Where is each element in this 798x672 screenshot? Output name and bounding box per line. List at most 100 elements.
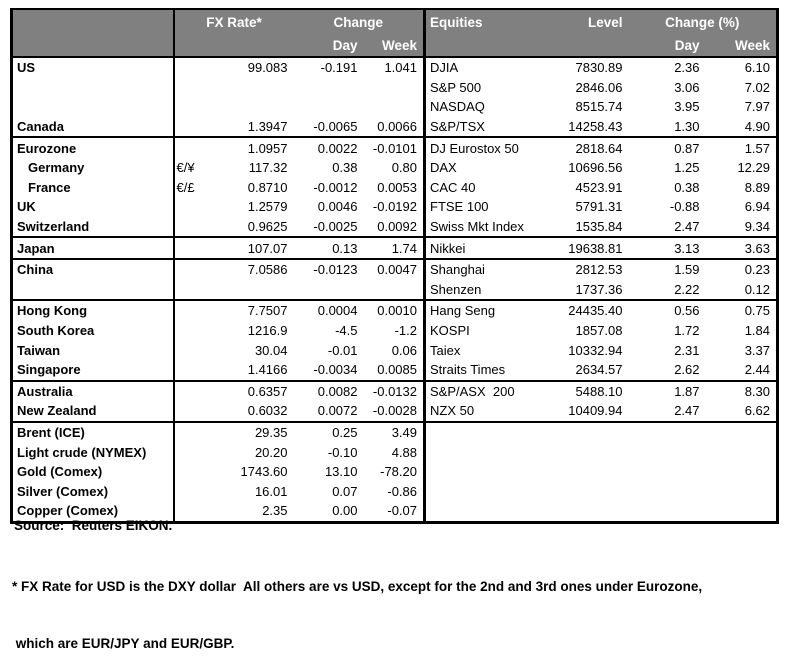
eq-day-header: Day [628, 34, 706, 58]
currency-pair-cell [174, 360, 210, 381]
fx-day-change-cell: 0.13 [293, 236, 364, 259]
fx-week-change-cell: -0.86 [387, 483, 417, 499]
fx-change-header: Change [293, 9, 425, 34]
country-name-cell: UK [11, 197, 175, 217]
equity-day-change-cell [628, 420, 706, 443]
fx-day-change-cell: -0.10 [327, 444, 358, 460]
report-page: { "colors": { "header_bg": "#808080", "h… [10, 8, 779, 651]
equity-level-cell: 19638.81 [558, 236, 629, 259]
fx-week-change-cell: 0.80 [391, 160, 417, 176]
country-name-cell: Gold (Comex) [11, 461, 175, 482]
fx-week-change-cell: -0.0132 [363, 379, 425, 402]
equity-week-change-cell [706, 481, 778, 501]
country-name-cell: Japan [11, 236, 175, 259]
fx-day-change-cell: 0.07 [332, 483, 358, 499]
fx-rate-cell: 30.04 [254, 342, 288, 358]
table-row: South Korea 1216.9 -4.5 -1.2 KOSPI 1857.08 1.7… [11, 320, 778, 341]
currency-pair-cell [173, 257, 210, 280]
equity-name-cell: S&P 500 [423, 77, 559, 98]
equity-day-change-cell: 3.95 [674, 99, 700, 115]
equity-day-change-cell: 1.25 [674, 160, 700, 176]
equity-week-change-cell: 2.44 [744, 362, 770, 378]
equity-level-cell: 1857.08 [575, 323, 623, 339]
equity-week-change-cell [705, 420, 778, 443]
fx-rate-cell: 2.35 [262, 503, 288, 519]
currency-pair-cell [174, 217, 210, 238]
equity-level-cell [559, 462, 629, 482]
country-name-cell: Australia [11, 379, 175, 402]
equity-day-change-cell [629, 481, 706, 501]
fx-rate-header: FX Rate* [173, 9, 294, 34]
equity-name-cell: Straits Times [423, 359, 559, 381]
level-subheader-spacer [558, 34, 629, 58]
country-name-cell: Brent (ICE) [11, 420, 175, 443]
equity-week-change-cell: 1.57 [705, 136, 778, 158]
equity-name-cell [423, 420, 559, 443]
country-name-cell [11, 279, 175, 301]
equity-day-change-cell: 3.13 [628, 236, 706, 259]
fx-rate-cell: 1.3947 [247, 119, 288, 135]
equity-day-change-cell: 2.31 [674, 342, 700, 358]
equity-week-change-cell: 3.37 [744, 342, 770, 358]
country-name-cell: Silver (Comex) [11, 481, 175, 502]
fx-day-change-cell: -0.191 [320, 60, 358, 76]
equity-day-change-cell: 2.62 [674, 362, 700, 378]
country-name-cell: Canada [11, 116, 175, 138]
table-row: Light crude (NYMEX) 20.20 -0.10 4.88 [11, 442, 778, 462]
fx-rate-cell: 0.9625 [247, 219, 288, 235]
equity-level-cell: 24435.40 [558, 299, 629, 321]
fx-week-change-cell: 0.0092 [377, 219, 417, 235]
equity-day-change-cell: 2.36 [674, 60, 700, 76]
equity-level-cell: 4523.91 [575, 179, 623, 195]
table-row: Gold (Comex) 1743.60 13.10 -78.20 [11, 461, 778, 482]
table-row: Germany €/¥ 117.32 0.38 0.80 DAX 10696.56 1.25 1… [11, 157, 778, 178]
footnote-line-2: which are EUR/JPY and EUR/GBP. [12, 636, 235, 651]
table-row: Brent (ICE) 29.35 0.25 3.49 [11, 420, 778, 443]
equity-day-change-cell [629, 462, 706, 482]
fx-rate-cell: 99.083 [247, 60, 288, 76]
fx-week-change-cell: 0.0053 [377, 179, 417, 195]
equity-level-cell: 1737.36 [575, 281, 623, 297]
fx-day-change-cell: 0.00 [332, 503, 358, 519]
equity-week-change-cell: 6.10 [744, 60, 770, 76]
fx-day-change-cell: -0.0025 [313, 219, 358, 235]
fx-rate-footnote: * FX Rate for USD is the DXY dollar All … [12, 539, 796, 672]
currency-pair-cell [173, 136, 210, 158]
currency-pair-cell [174, 481, 210, 501]
fx-week-change-cell: 0.0010 [363, 299, 425, 321]
fx-day-change-cell [294, 280, 364, 301]
currency-pair-cell [174, 401, 210, 422]
equity-level-cell: 10409.94 [568, 403, 623, 419]
fx-day-change-cell [294, 97, 364, 117]
currency-pair-cell [173, 379, 210, 402]
currency-pair-cell [174, 197, 210, 217]
equity-level-cell: 2634.57 [575, 362, 623, 378]
table-row: Switzerland 0.9625 -0.0025 0.0092 Swiss Mkt … [11, 216, 778, 238]
equity-level-cell [559, 481, 629, 501]
country-name-cell: Taiwan [11, 340, 175, 360]
equity-level-cell: 14258.43 [568, 119, 623, 135]
equity-level-cell: 2846.06 [575, 79, 623, 95]
country-name-cell: Hong Kong [11, 299, 175, 321]
currency-pair-cell: €/£ [176, 179, 195, 195]
equity-day-change-cell: 2.47 [674, 219, 700, 235]
fx-rate-cell: 1.2579 [247, 199, 288, 215]
table-row: Japan 107.07 0.13 1.74 Nikkei 19638.81 3.13 3.6… [11, 236, 778, 259]
fx-day-change-cell: 13.10 [324, 464, 358, 480]
fx-day-change-cell: 0.0004 [293, 299, 364, 321]
table-row: France €/£ 0.8710 -0.0012 0.0053 CAC 40 4523.9… [11, 177, 778, 198]
table-row: UK 1.2579 0.0046 -0.0192 FTSE 100 5791.31 -0.8… [11, 197, 778, 217]
equity-week-change-cell [706, 501, 778, 522]
fx-day-header: Day [293, 34, 364, 58]
fx-day-change-cell: 0.0046 [317, 199, 358, 215]
table-row: Shenzen 1737.36 2.22 0.12 [11, 279, 778, 301]
equity-week-change-cell [706, 442, 778, 462]
currency-pair-cell: €/¥ [176, 160, 195, 176]
country-name-cell: Switzerland [11, 216, 175, 238]
fx-week-change-cell: -78.20 [380, 464, 417, 480]
fx-day-change-cell: -0.0123 [293, 257, 364, 280]
equity-name-cell: KOSPI [423, 320, 559, 341]
equity-name-cell: Swiss Mkt Index [423, 216, 559, 238]
table-row: Taiwan 30.04 -0.01 0.06 Taiex 10332.94 2.31 3.3… [11, 340, 778, 360]
equity-week-change-cell: 7.97 [744, 99, 770, 115]
